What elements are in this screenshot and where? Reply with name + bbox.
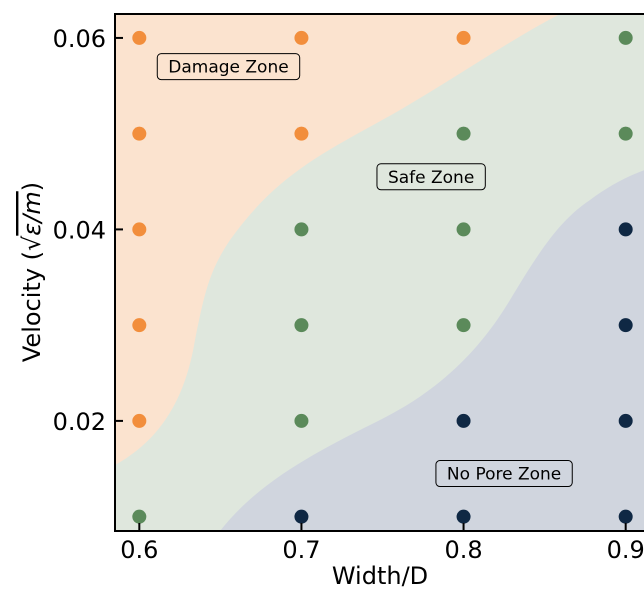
no-pore-zone-label-box — [435, 460, 573, 488]
y-tick-label: 0.04 — [53, 216, 106, 244]
damage-point — [294, 126, 309, 141]
damage-point — [294, 30, 309, 45]
safe-point — [294, 413, 309, 428]
safe-zone-label-box — [376, 163, 486, 191]
x-axis-ticks: 0.6 0.7 0.8 0.9 — [120, 523, 644, 564]
zone-labels: Damage Zone Safe Zone No Pore Zone — [156, 53, 573, 488]
no-pore-point — [294, 509, 309, 524]
damage-point — [132, 126, 147, 141]
no-pore-point — [456, 413, 471, 428]
no-pore-point — [618, 509, 633, 524]
safe-point — [294, 222, 309, 237]
y-tick-label: 0.02 — [53, 408, 106, 436]
x-axis-label: Width/D — [332, 562, 428, 589]
damage-point — [132, 222, 147, 237]
y-axis-ticks: 0.02 0.04 0.06 — [53, 25, 123, 436]
no-pore-point — [618, 222, 633, 237]
safe-zone-label-text: Safe Zone — [388, 168, 474, 188]
damage-point — [132, 413, 147, 428]
y-tick-label: 0.06 — [53, 25, 106, 53]
safe-point — [294, 318, 309, 333]
x-tick-label: 0.9 — [607, 536, 644, 564]
no-pore-zone-region — [220, 170, 644, 531]
svg-text:Velocity (√ε/m): Velocity (√ε/m) — [18, 182, 46, 362]
no-pore-zone-label-text: No Pore Zone — [447, 465, 561, 485]
safe-point — [618, 126, 633, 141]
plot-area — [115, 14, 644, 531]
y-axis-label: Velocity (√ε/m) — [18, 182, 46, 362]
plot-frame — [114, 13, 644, 532]
damage-point — [456, 30, 471, 45]
x-tick-label: 0.8 — [444, 536, 482, 564]
safe-zone-label: Safe Zone — [376, 163, 486, 191]
data-points — [132, 30, 633, 524]
safe-point — [132, 509, 147, 524]
safe-point — [456, 126, 471, 141]
no-pore-zone-label: No Pore Zone — [435, 460, 573, 488]
no-pore-point — [618, 318, 633, 333]
y-axis-label-math: ε/m — [18, 191, 46, 235]
damage-point — [132, 30, 147, 45]
x-tick-label: 0.6 — [120, 536, 158, 564]
y-axis-label-suffix: ) — [18, 182, 46, 191]
damage-point — [132, 318, 147, 333]
damage-zone-label: Damage Zone — [156, 53, 301, 81]
no-pore-point — [618, 413, 633, 428]
damage-zone-label-text: Damage Zone — [168, 58, 288, 78]
damage-zone-label-box — [156, 53, 301, 81]
safe-point — [456, 318, 471, 333]
y-axis-label-prefix: Velocity ( — [18, 251, 46, 362]
sqrt-symbol: √ — [18, 235, 46, 251]
safe-point — [618, 30, 633, 45]
safe-point — [456, 222, 471, 237]
no-pore-point — [456, 509, 471, 524]
x-tick-label: 0.7 — [282, 536, 320, 564]
